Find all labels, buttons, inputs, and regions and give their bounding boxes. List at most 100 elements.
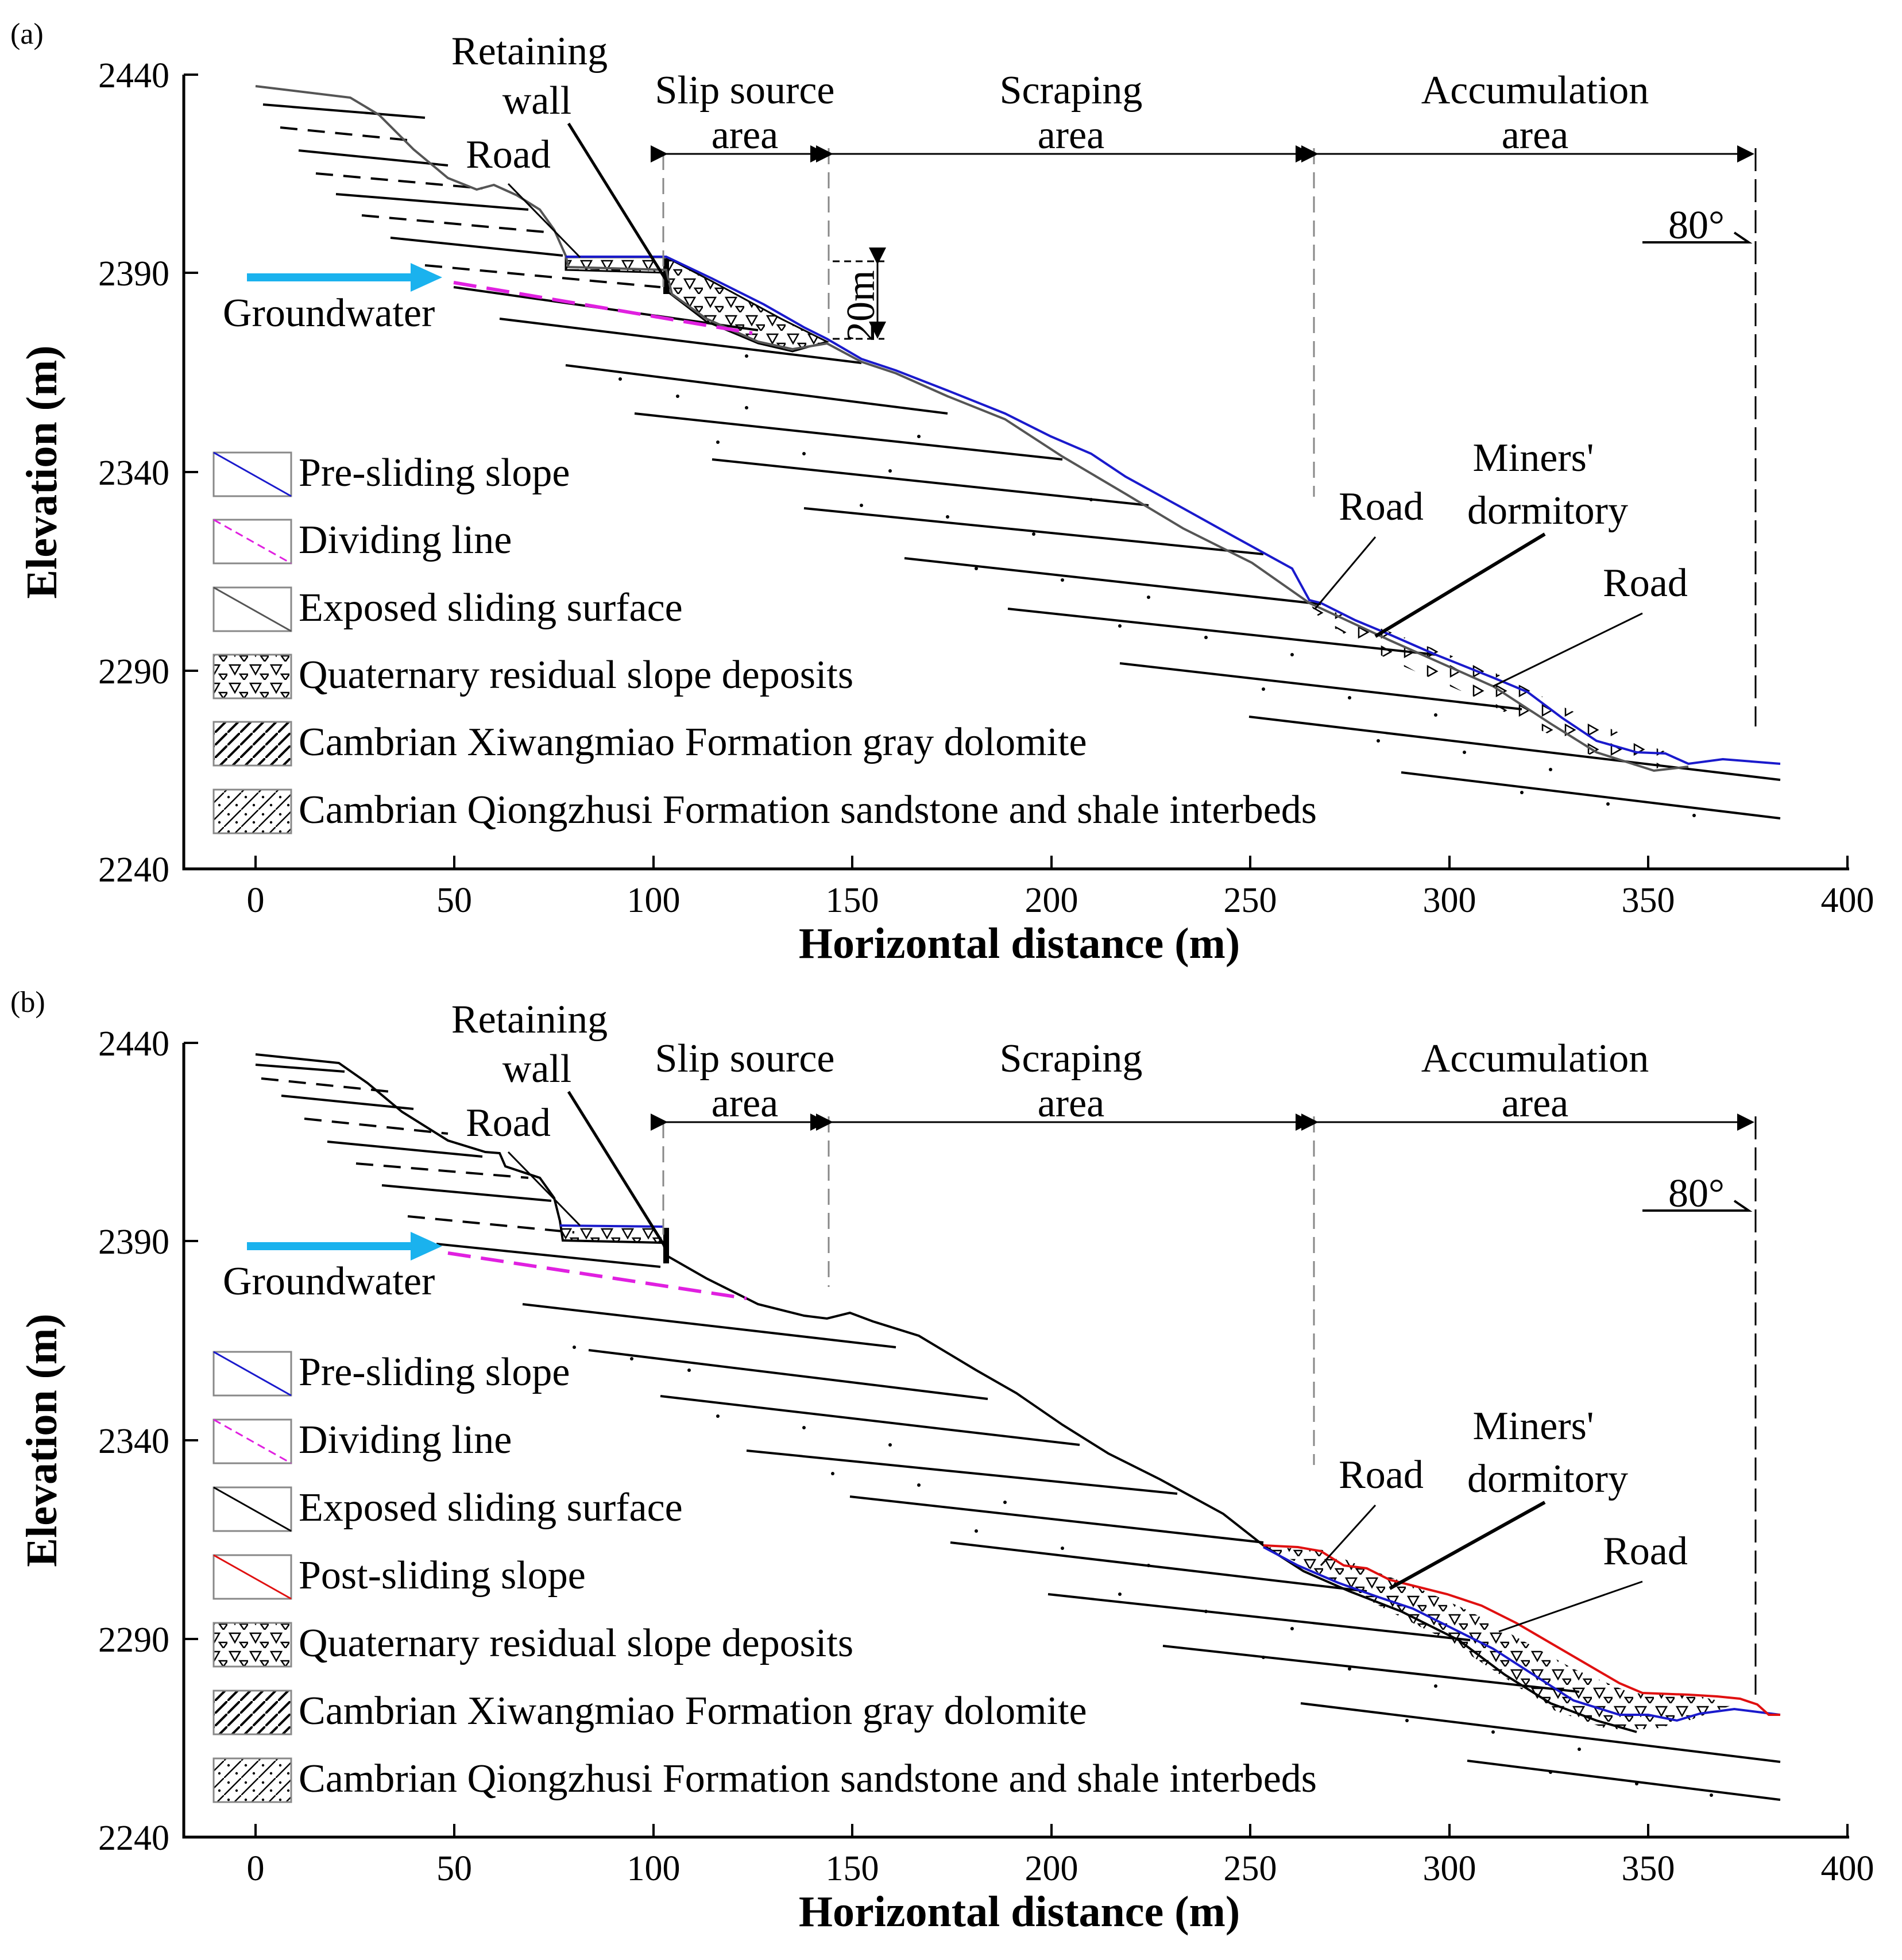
stratum-line (255, 1064, 345, 1073)
legend: Pre-sliding slope Dividing line Exposed … (212, 451, 1317, 834)
legend-label: Quaternary residual slope deposits (299, 1621, 853, 1665)
legend-item-exposed: Exposed sliding surface (212, 1486, 683, 1532)
leader-line (1389, 1501, 1546, 1590)
x-tick-label: 0 (247, 881, 265, 920)
stratum-line (381, 1184, 552, 1202)
zone-label-slip-source-2: area (712, 1081, 779, 1126)
stratum-line (1119, 662, 1522, 710)
leader-line (507, 1151, 581, 1227)
legend-label: Pre-sliding slope (299, 451, 570, 495)
x-tick-label: 0 (247, 1849, 265, 1888)
strata-layers (255, 1064, 1781, 1801)
stratum-line (1047, 1593, 1471, 1641)
legend-label: Dividing line (299, 518, 512, 562)
leader-line (1374, 532, 1546, 638)
y-axis-title: Elevation (m) (18, 1313, 66, 1567)
annotation-groundwater: Groundwater (223, 1259, 435, 1304)
y-axis-title: Elevation (m) (18, 345, 66, 598)
zone-label-accumulation-2: area (1502, 113, 1569, 157)
annotation-road-upper: Road (466, 1101, 551, 1145)
dividing-line (447, 1251, 747, 1300)
leader-line (1314, 536, 1377, 609)
x-tick-label: 300 (1423, 881, 1476, 920)
y-tick-label: 2440 (98, 56, 169, 95)
panel-b: (b) (10, 986, 1874, 1936)
stratum-line (1401, 771, 1781, 819)
stratum-line (660, 1395, 1080, 1446)
stratum-line (335, 193, 529, 211)
groundwater-arrow (247, 1232, 442, 1261)
y-axis-ticks (184, 1042, 198, 1838)
x-tick-label: 250 (1224, 1849, 1277, 1888)
y-tick-label: 2290 (98, 652, 169, 691)
dip-angle-label: 80° (1668, 203, 1725, 248)
leader-line (507, 183, 581, 258)
zone-dividers (662, 148, 1315, 497)
legend-item-qiongzhusi: Cambrian Qiongzhusi Formation sandstone … (212, 788, 1317, 834)
pre-sliding-slope-line (559, 1224, 1781, 1722)
x-tick-label: 350 (1622, 1849, 1675, 1888)
panel-label: (a) (10, 18, 44, 51)
x-tick-label: 50 (436, 1849, 472, 1888)
leader-line (1498, 1580, 1643, 1633)
zone-label-accumulation: Accumulation (1421, 1037, 1649, 1081)
stratum-line (261, 1077, 391, 1093)
y-tick-label: 2390 (98, 254, 169, 293)
dividing-line (453, 281, 753, 335)
stratum-line (712, 458, 1149, 507)
legend-label: Dividing line (299, 1418, 512, 1462)
y-tick-label: 2390 (98, 1223, 169, 1262)
panel-a: (a) (10, 18, 1874, 968)
y-tick-labels: 2440 2390 2340 2290 2240 (98, 1025, 169, 1858)
stratum-line (522, 1303, 896, 1348)
post-sliding-slope-line (1263, 1544, 1780, 1716)
stratum-line (304, 1118, 449, 1135)
legend-item-xiwangmiao: Cambrian Xiwangmiao Formation gray dolom… (212, 720, 1087, 767)
stratum-line (327, 1141, 483, 1158)
stratum-line (746, 1449, 1178, 1495)
quaternary-deposit-fill (1309, 603, 1683, 770)
legend-item-quaternary: Quaternary residual slope deposits (212, 1621, 853, 1668)
stratum-line (436, 1243, 661, 1268)
legend-item-qiongzhusi: Cambrian Qiongzhusi Formation sandstone … (212, 1757, 1317, 1803)
x-axis-ticks (254, 856, 1849, 869)
annotation-retaining-wall: Retaining (451, 998, 608, 1042)
legend-item-pre-sliding: Pre-sliding slope (212, 451, 570, 497)
stratum-line (1007, 608, 1436, 656)
legend-item-dividing: Dividing line (212, 518, 512, 565)
x-tick-label: 150 (826, 881, 879, 920)
scale-bar (833, 248, 886, 340)
stratum-line (849, 1495, 1264, 1544)
stratum-line (315, 172, 483, 190)
annotation-groundwater: Groundwater (223, 291, 435, 335)
stratum-line (262, 103, 426, 119)
stratum-line (361, 214, 552, 234)
x-tick-label: 350 (1622, 881, 1675, 920)
x-tick-label: 300 (1423, 1849, 1476, 1888)
x-axis-title: Horizontal distance (m) (799, 1888, 1240, 1936)
annotation-miners: Miners' (1473, 436, 1594, 480)
annotation-road-mid: Road (1339, 1453, 1424, 1497)
strata-layers (262, 103, 1781, 819)
legend-item-xiwangmiao: Cambrian Xiwangmiao Formation gray dolom… (212, 1689, 1087, 1735)
legend-item-dividing: Dividing line (212, 1418, 512, 1464)
legend-label: Quaternary residual slope deposits (299, 653, 853, 697)
annotation-road-mid: Road (1339, 485, 1424, 529)
leader-line (1320, 1504, 1377, 1567)
zone-label-scraping: Scraping (1000, 68, 1143, 113)
stratum-line (950, 1541, 1367, 1592)
x-tick-label: 200 (1025, 1849, 1078, 1888)
zone-label-accumulation: Accumulation (1421, 68, 1649, 113)
zone-label-scraping: Scraping (1000, 1037, 1143, 1081)
annotation-dormitory: dormitory (1467, 1457, 1628, 1501)
stratum-line (424, 264, 661, 288)
y-tick-label: 2340 (98, 1422, 169, 1461)
sandstone-dots (618, 354, 1696, 817)
legend-label: Exposed sliding surface (299, 1486, 683, 1530)
stratum-line (1300, 1702, 1781, 1763)
y-tick-label: 2440 (98, 1025, 169, 1064)
pre-sliding-slope-line (566, 256, 1781, 766)
x-tick-labels: 0 50 100 150 200 250 300 350 400 (247, 881, 1874, 920)
quaternary-deposit-fill (560, 1226, 665, 1243)
